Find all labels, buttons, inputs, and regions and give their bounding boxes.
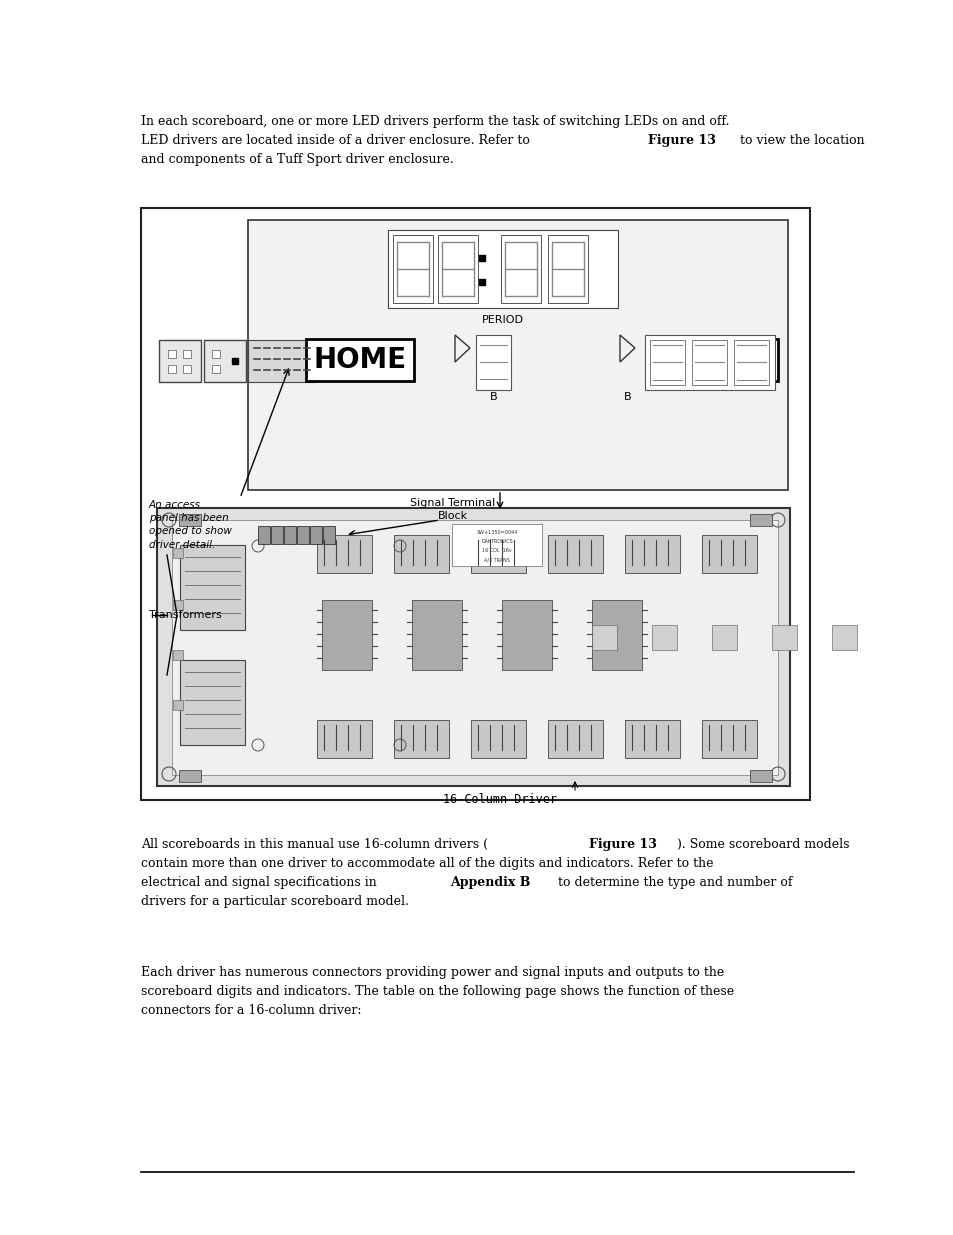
Bar bbox=[701, 535, 757, 573]
Bar bbox=[316, 535, 372, 573]
Bar bbox=[179, 514, 201, 526]
Bar bbox=[649, 340, 684, 385]
Text: and components of a Tuff Sport driver enclosure.: and components of a Tuff Sport driver en… bbox=[141, 153, 454, 165]
Text: LED drivers are located inside of a driver enclosure. Refer to: LED drivers are located inside of a driv… bbox=[141, 135, 534, 147]
Bar bbox=[212, 350, 220, 358]
Bar bbox=[651, 625, 677, 650]
Text: connectors for a 16-column driver:: connectors for a 16-column driver: bbox=[141, 1004, 361, 1016]
Text: A/3 TRANS: A/3 TRANS bbox=[483, 557, 510, 562]
Bar bbox=[183, 350, 191, 358]
Text: PERIOD: PERIOD bbox=[481, 315, 523, 325]
Bar bbox=[204, 340, 246, 382]
Bar bbox=[471, 720, 525, 758]
Text: Figure 13: Figure 13 bbox=[647, 135, 716, 147]
Text: SW+1350=0044: SW+1350=0044 bbox=[476, 530, 517, 535]
Text: ). Some scoreboard models: ). Some scoreboard models bbox=[676, 839, 848, 851]
Bar bbox=[248, 340, 315, 382]
Text: B: B bbox=[623, 391, 631, 403]
Bar bbox=[471, 535, 525, 573]
Text: Each driver has numerous connectors providing power and signal inputs and output: Each driver has numerous connectors prov… bbox=[141, 966, 723, 979]
Bar bbox=[159, 340, 201, 382]
Bar bbox=[310, 526, 322, 543]
Bar bbox=[157, 508, 789, 785]
Bar bbox=[624, 720, 679, 758]
Bar bbox=[248, 220, 787, 490]
Bar bbox=[284, 526, 295, 543]
Bar bbox=[180, 659, 245, 745]
Bar bbox=[501, 600, 552, 671]
Bar bbox=[412, 600, 461, 671]
Bar bbox=[323, 526, 335, 543]
Text: B: B bbox=[490, 391, 497, 403]
Bar bbox=[168, 350, 175, 358]
Bar bbox=[547, 720, 602, 758]
Text: DAKTRONICS: DAKTRONICS bbox=[480, 538, 513, 543]
Bar bbox=[172, 650, 183, 659]
Bar bbox=[172, 600, 183, 610]
Text: Transformers: Transformers bbox=[149, 610, 221, 620]
Bar bbox=[749, 769, 771, 782]
Bar bbox=[547, 535, 602, 573]
Bar bbox=[172, 548, 183, 558]
Bar bbox=[749, 514, 771, 526]
Text: drivers for a particular scoreboard model.: drivers for a particular scoreboard mode… bbox=[141, 895, 409, 908]
Bar bbox=[212, 366, 220, 373]
Text: 16 COL  16v: 16 COL 16v bbox=[481, 548, 512, 553]
Bar bbox=[476, 335, 511, 390]
Text: Appendix B: Appendix B bbox=[450, 876, 531, 889]
Text: HOME: HOME bbox=[314, 346, 406, 374]
Text: to determine the type and number of: to determine the type and number of bbox=[554, 876, 792, 889]
Bar bbox=[691, 340, 726, 385]
Bar bbox=[322, 600, 372, 671]
Bar bbox=[183, 366, 191, 373]
Bar bbox=[394, 720, 449, 758]
Bar bbox=[168, 366, 175, 373]
Text: Figure 13: Figure 13 bbox=[589, 839, 657, 851]
Bar bbox=[624, 535, 679, 573]
Text: 16-Column Driver: 16-Column Driver bbox=[442, 793, 557, 806]
Bar bbox=[141, 207, 809, 800]
Bar bbox=[180, 545, 245, 630]
Text: In each scoreboard, one or more LED drivers perform the task of switching LEDs o: In each scoreboard, one or more LED driv… bbox=[141, 115, 729, 128]
Text: contain more than one driver to accommodate all of the digits and indicators. Re: contain more than one driver to accommod… bbox=[141, 857, 713, 869]
Bar bbox=[831, 625, 856, 650]
Bar bbox=[296, 526, 309, 543]
Bar bbox=[179, 769, 201, 782]
Bar bbox=[701, 720, 757, 758]
Text: Signal Terminal
Block: Signal Terminal Block bbox=[410, 498, 496, 521]
Bar bbox=[733, 340, 768, 385]
Text: to view the location: to view the location bbox=[735, 135, 863, 147]
Text: All scoreboards in this manual use 16-column drivers (: All scoreboards in this manual use 16-co… bbox=[141, 839, 488, 851]
Bar bbox=[500, 235, 540, 303]
Text: electrical and signal specifications in: electrical and signal specifications in bbox=[141, 876, 380, 889]
Bar bbox=[172, 700, 183, 710]
Bar bbox=[547, 235, 587, 303]
Bar bbox=[394, 535, 449, 573]
Bar bbox=[316, 720, 372, 758]
Bar bbox=[257, 526, 270, 543]
Bar bbox=[388, 230, 618, 308]
Text: GUEST: GUEST bbox=[668, 346, 771, 374]
Bar bbox=[452, 524, 541, 566]
Bar bbox=[644, 335, 774, 390]
Bar bbox=[172, 520, 778, 776]
Bar bbox=[437, 235, 477, 303]
Bar bbox=[592, 625, 617, 650]
Bar bbox=[271, 526, 283, 543]
Bar bbox=[711, 625, 737, 650]
Bar bbox=[592, 600, 641, 671]
Bar bbox=[393, 235, 433, 303]
Text: An access
panel has been
opened to show
driver detail.: An access panel has been opened to show … bbox=[149, 500, 232, 550]
Bar bbox=[771, 625, 796, 650]
Text: scoreboard digits and indicators. The table on the following page shows the func: scoreboard digits and indicators. The ta… bbox=[141, 986, 734, 998]
